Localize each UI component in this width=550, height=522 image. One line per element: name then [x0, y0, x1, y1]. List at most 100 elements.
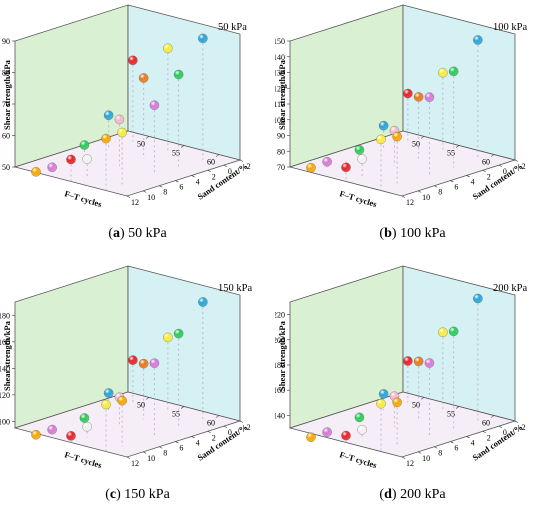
z-tick-label: 220: [275, 311, 285, 320]
x-tick-mark: [482, 170, 486, 173]
x-axis-label: F–T cycles: [338, 188, 378, 209]
data-point: [354, 145, 365, 155]
data-point: [306, 162, 316, 173]
panel-annotation: 50 kPa: [218, 22, 247, 33]
x-tick-mark: [401, 456, 406, 459]
data-point: [354, 412, 365, 423]
z-tick-label: 160: [275, 386, 285, 395]
x-tick-mark: [223, 164, 227, 167]
y-tick-label: 50: [137, 139, 145, 148]
caption-b: (b) 100 kPa: [379, 226, 446, 241]
x-tick-label: 10: [422, 193, 430, 202]
x-tick-mark: [207, 431, 211, 434]
y-tick-mark: [420, 397, 425, 400]
x-tick-label: 4: [196, 177, 200, 186]
x-tick-mark: [239, 420, 244, 423]
x-tick-mark: [434, 446, 438, 449]
data-point: [103, 110, 114, 121]
x-tick-label: 8: [438, 188, 442, 197]
z-tick-label: 140: [275, 53, 285, 62]
data-point: [79, 413, 90, 423]
y-tick-label: 60: [482, 419, 490, 428]
x-tick-label: 2: [212, 172, 216, 181]
y-tick-mark: [215, 154, 220, 157]
x-tick-label: 0: [503, 428, 507, 437]
x-tick-label: 10: [147, 454, 155, 463]
x-tick-label: 12: [131, 459, 139, 468]
data-point: [438, 67, 448, 78]
data-point: [173, 328, 184, 339]
data-point: [101, 133, 111, 144]
data-point: [198, 33, 208, 44]
chart-svg-d: -2 0 2 4 6 8 10 12 50 55 60 140 160 180 200 220 F–T cycl…: [275, 265, 527, 470]
data-point: [392, 397, 402, 408]
x-tick-mark: [191, 436, 195, 439]
data-point: [376, 398, 386, 409]
x-tick-label: 0: [503, 167, 507, 176]
data-point: [103, 388, 114, 398]
chart-panel-b: -2 0 2 4 6 8 10 12 50 55 60 70 80 90 100 110 120 130 140 15…: [275, 0, 550, 261]
x-tick-label: 6: [454, 183, 458, 192]
x-tick-label: 6: [179, 183, 183, 192]
y-tick-label: 50: [412, 139, 420, 148]
x-tick-label: 10: [147, 193, 155, 202]
x-tick-label: -2: [519, 162, 526, 171]
y-tick-mark: [145, 136, 150, 139]
data-point: [149, 358, 160, 368]
data-point: [47, 162, 57, 173]
y-tick-label: 50: [412, 400, 420, 409]
data-point: [357, 154, 367, 164]
x-tick-label: -2: [244, 423, 251, 432]
x-tick-mark: [143, 190, 147, 193]
z-tick-label: 180: [0, 311, 10, 320]
z-tick-label: 130: [275, 69, 285, 78]
x-tick-label: 8: [438, 449, 442, 458]
x-tick-mark: [514, 159, 519, 162]
data-point: [424, 92, 435, 102]
data-point: [306, 432, 316, 442]
data-point: [163, 43, 173, 54]
x-tick-mark: [223, 425, 227, 428]
data-point: [128, 55, 138, 66]
x-tick-label: 0: [228, 167, 232, 176]
data-point: [403, 88, 413, 99]
z-tick-label: 60: [2, 132, 10, 141]
x-tick-mark: [401, 195, 406, 198]
x-tick-mark: [498, 164, 502, 167]
z-tick-label: 140: [0, 364, 10, 373]
data-point: [128, 355, 138, 365]
x-tick-mark: [175, 441, 179, 444]
chart-svg-b: -2 0 2 4 6 8 10 12 50 55 60 70 80 90 100 110 120 130 140 15…: [275, 4, 527, 209]
z-tick-label: 150: [275, 37, 285, 46]
chart-panel-c: -2 0 2 4 6 8 10 12 50 55 60 100 120 140 160 180 F–T cycl…: [0, 261, 275, 522]
data-point: [101, 399, 111, 410]
z-tick-label: 90: [277, 132, 285, 141]
data-point: [438, 327, 448, 338]
z-tick-label: 70: [277, 163, 285, 172]
x-tick-mark: [159, 446, 163, 449]
y-tick-mark: [455, 145, 460, 148]
x-tick-mark: [466, 436, 470, 439]
x-tick-mark: [450, 441, 454, 444]
chart-panel-d: -2 0 2 4 6 8 10 12 50 55 60 140 160 180 200 220 F–T cycl…: [275, 261, 550, 522]
x-tick-mark: [239, 159, 244, 162]
data-point: [403, 356, 413, 366]
y-tick-mark: [490, 154, 495, 157]
x-tick-label: 2: [487, 433, 491, 442]
x-tick-mark: [434, 185, 438, 188]
data-point: [357, 425, 367, 435]
z-tick-label: 80: [277, 147, 285, 156]
y-tick-label: 60: [207, 158, 215, 167]
z-tick-label: 180: [275, 361, 285, 370]
x-axis-label: F–T cycles: [338, 449, 378, 470]
x-tick-label: 4: [471, 177, 475, 186]
y-tick-label: 55: [172, 149, 180, 158]
x-tick-label: 4: [471, 438, 475, 447]
data-point: [378, 120, 389, 131]
data-point: [66, 154, 76, 165]
data-point: [376, 134, 386, 145]
z-tick-label: 200: [275, 336, 285, 345]
y-tick-label: 50: [137, 400, 145, 409]
panel-annotation: 200 kPa: [493, 283, 527, 294]
